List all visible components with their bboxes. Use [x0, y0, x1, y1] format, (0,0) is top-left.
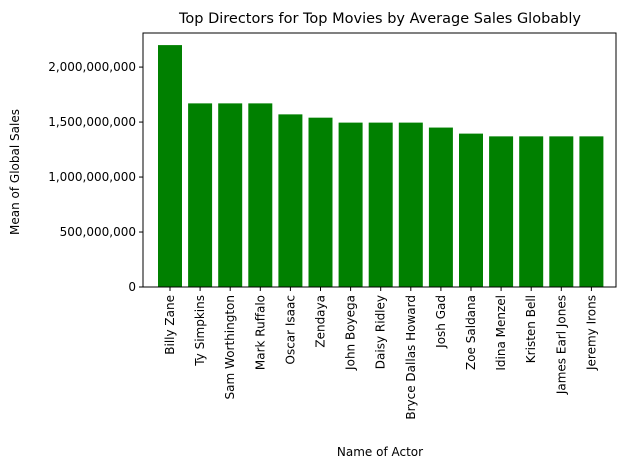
- y-tick-label: 1,500,000,000: [48, 115, 136, 129]
- bar-john-boyega: [338, 122, 363, 287]
- x-tick-label: Bryce Dallas Howard: [404, 295, 418, 420]
- x-tick-label: John Boyega: [344, 295, 358, 371]
- y-axis: 0 500,000,000 1,000,000,000 1,500,000,000 2,…: [48, 60, 143, 294]
- y-axis-label: Mean of Global Sales: [8, 109, 22, 235]
- bar-james-earl-jones: [549, 136, 574, 287]
- bars-group: [158, 45, 604, 288]
- bar-zendaya: [308, 117, 333, 288]
- bar-bryce-dallas-howard: [398, 122, 423, 287]
- x-tick-label: Sam Worthington: [223, 295, 237, 399]
- bar-zoe-saldana: [459, 133, 483, 287]
- bar-kristen-bell: [519, 136, 544, 287]
- bar-ty-simpkins: [188, 103, 213, 288]
- bar-josh-gad: [428, 127, 453, 287]
- y-tick-label: 2,000,000,000: [48, 60, 136, 74]
- plot-frame: [142, 32, 617, 288]
- x-tick-label: Billy Zane: [163, 295, 177, 355]
- x-tick-label: Jeremy Irons: [584, 295, 598, 371]
- chart-title: Top Directors for Top Movies by Average …: [178, 11, 581, 27]
- bar-billy-zane: [158, 45, 182, 287]
- bar-sam-worthington: [218, 103, 243, 288]
- bar-jeremy-irons: [579, 136, 604, 287]
- bar-idina-menzel: [489, 136, 514, 287]
- bar-daisy-ridley: [368, 122, 393, 287]
- x-tick-label: Kristen Bell: [524, 295, 538, 363]
- bar-oscar-isaac: [278, 114, 303, 287]
- x-axis: Billy Zane Ty Simpkins Sam Worthington Mark…: [163, 287, 598, 420]
- x-tick-label: Zendaya: [314, 295, 328, 348]
- x-tick-label: Mark Ruffalo: [253, 295, 267, 370]
- x-axis-label: Name of Actor: [337, 445, 423, 459]
- y-tick-label: 500,000,000: [60, 225, 136, 239]
- x-tick-label: Idina Menzel: [494, 295, 508, 371]
- y-tick-label: 1,000,000,000: [48, 170, 136, 184]
- x-tick-label: James Earl Jones: [554, 295, 568, 395]
- x-tick-label: Oscar Isaac: [283, 295, 297, 365]
- x-tick-label: Josh Gad: [434, 295, 448, 349]
- x-tick-label: Ty Simpkins: [193, 295, 207, 367]
- x-tick-label: Daisy Ridley: [374, 295, 388, 369]
- bar-mark-ruffalo: [248, 103, 273, 288]
- y-tick-label: 0: [128, 280, 136, 294]
- x-tick-label: Zoe Saldana: [464, 295, 478, 370]
